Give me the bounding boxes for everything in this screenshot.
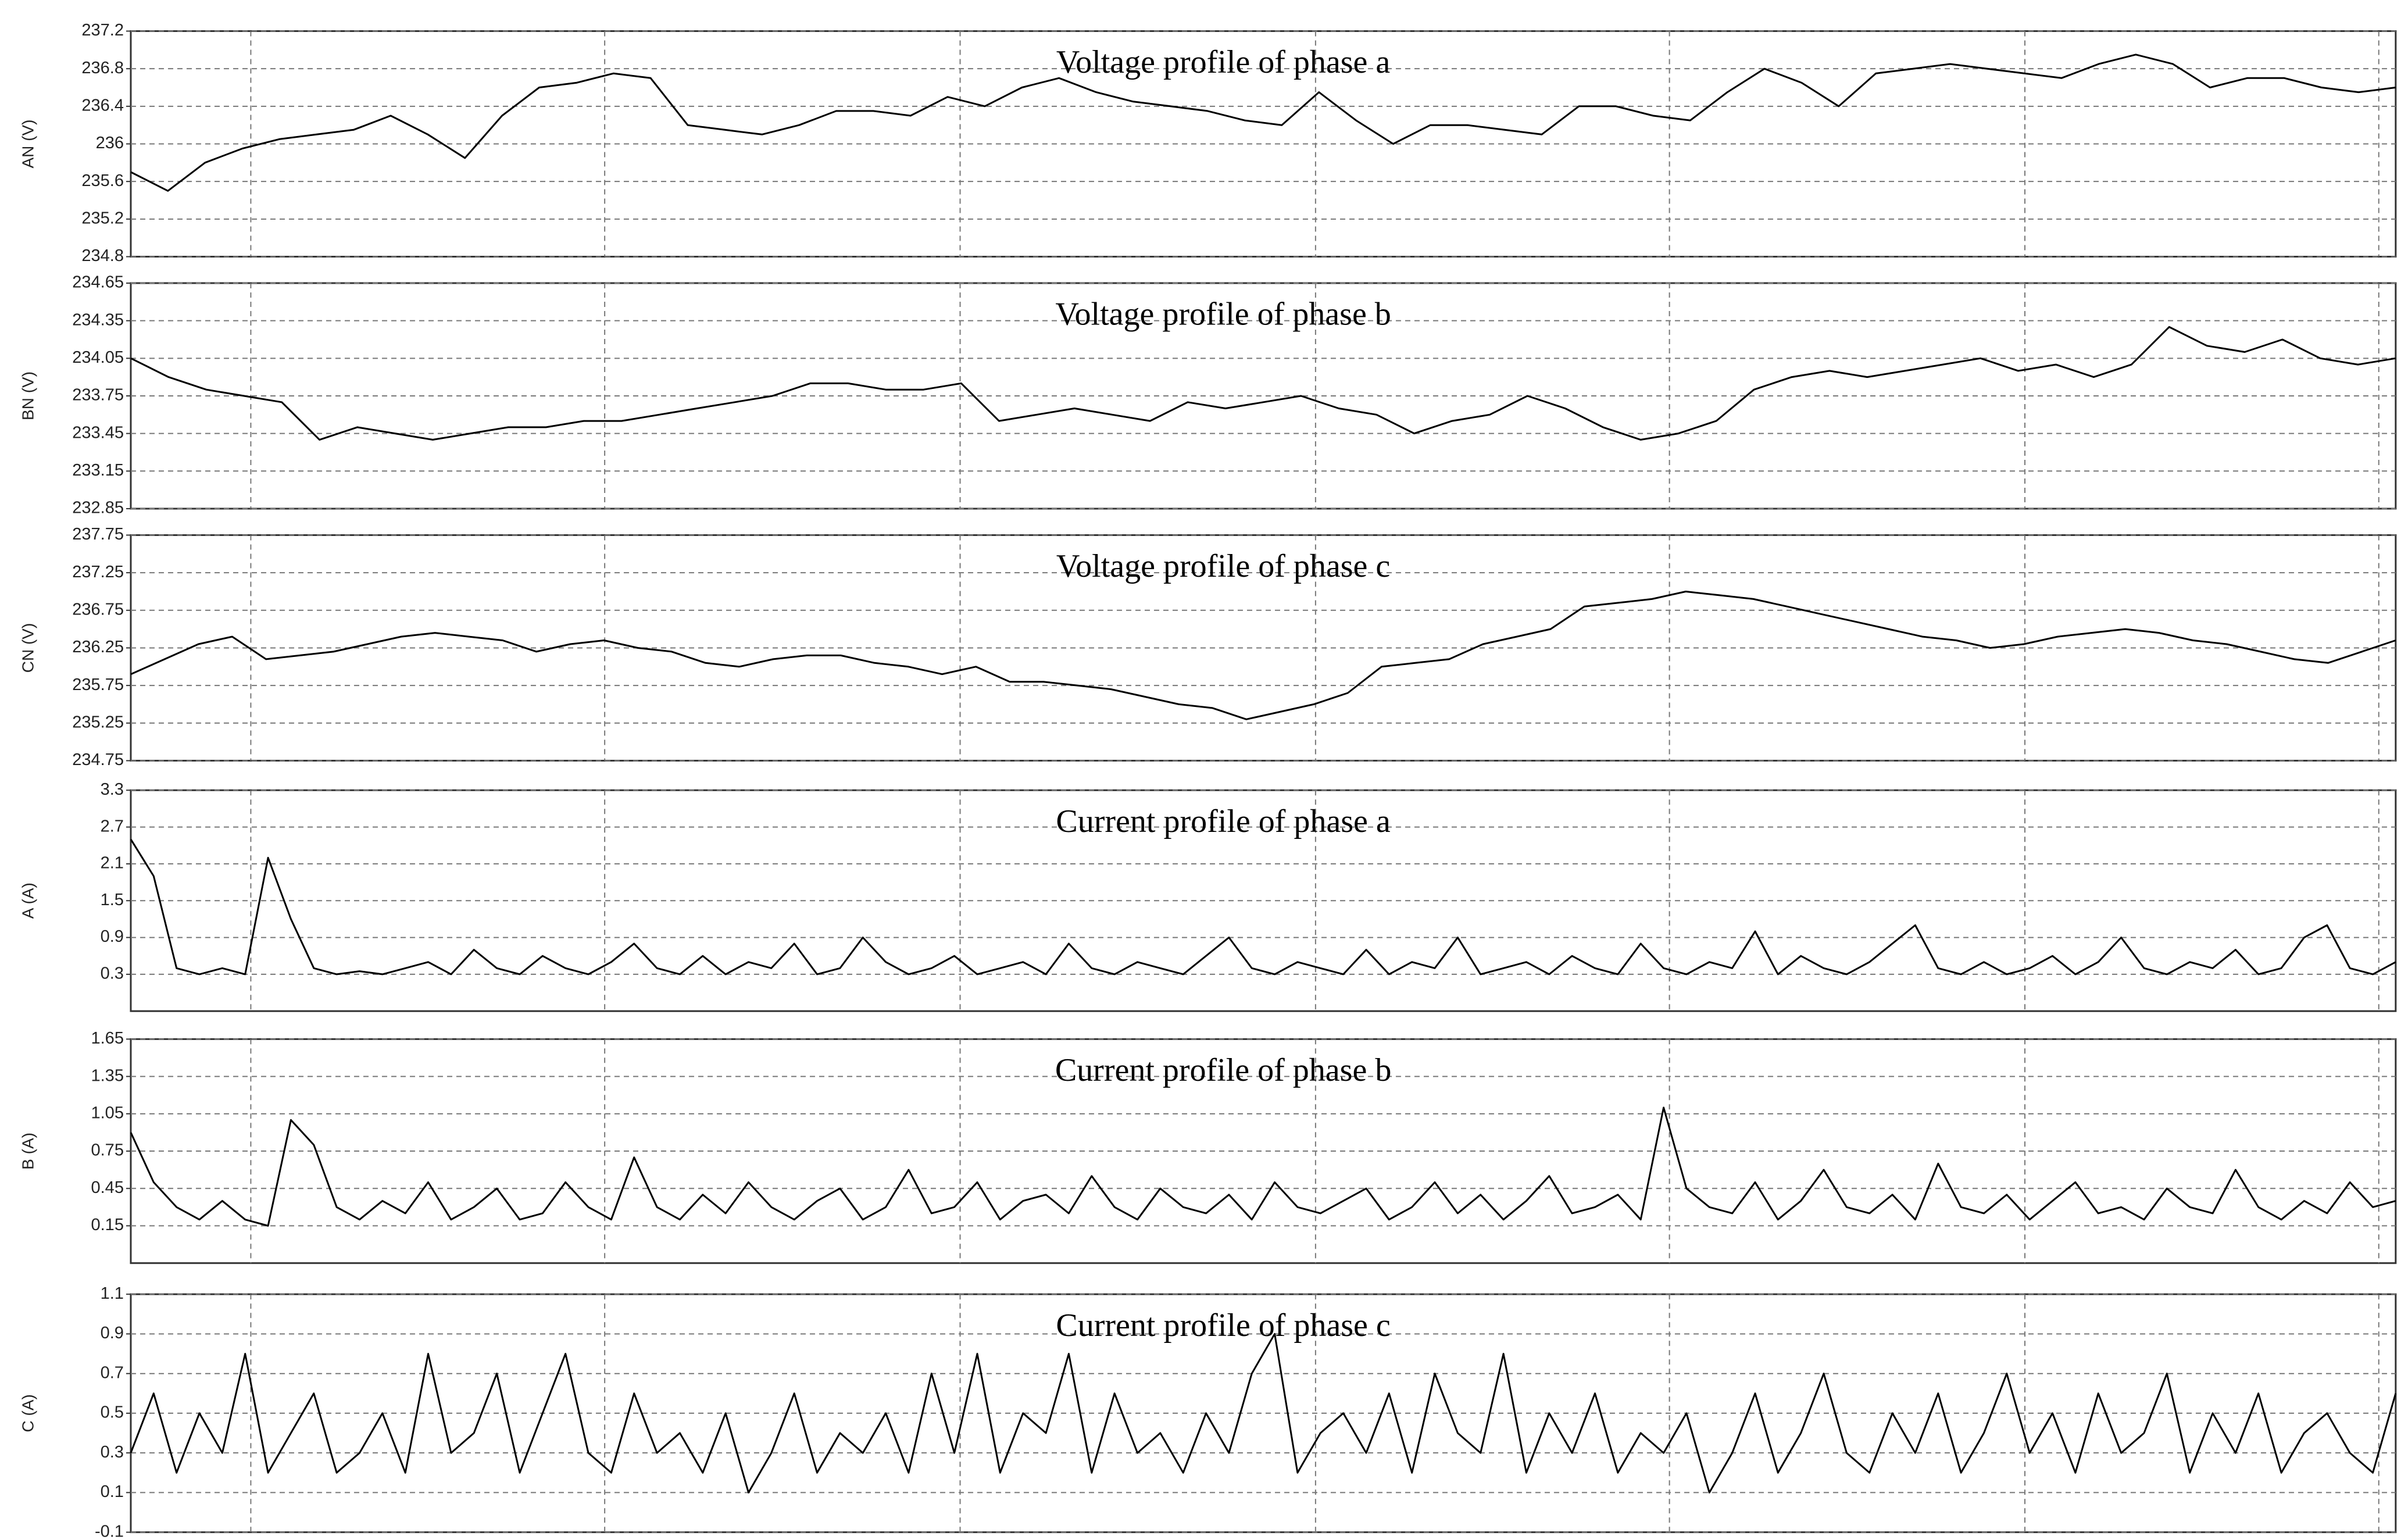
y-tick-label: 235.2: [81, 209, 124, 227]
y-tick-label: 233.75: [72, 386, 124, 405]
y-tick-label: 1.65: [91, 1029, 124, 1048]
y-tick-label: 237.75: [72, 525, 124, 544]
plot-area: [130, 534, 2397, 762]
y-tick-label: 0.3: [101, 964, 124, 983]
y-tick-label: 236.4: [81, 96, 124, 115]
plot-area: [130, 282, 2397, 510]
y-tick-label: 1.5: [101, 891, 124, 909]
y-tick-label: 235.75: [72, 676, 124, 694]
y-tick-label: 0.1: [101, 1482, 124, 1501]
y-tick-label: 234.8: [81, 246, 124, 265]
y-tick-label: 0.15: [91, 1216, 124, 1234]
data-line: [130, 838, 2396, 976]
y-tick-label: 235.25: [72, 713, 124, 731]
chart-title: Current profile of phase c: [1056, 1307, 1390, 1344]
y-tick-label: 234.05: [72, 348, 124, 367]
y-axis-label: BN (V): [19, 371, 37, 420]
y-tick-label: 236.8: [81, 59, 124, 77]
y-tick-label: 0.5: [101, 1403, 124, 1422]
data-line: [130, 326, 2396, 441]
y-tick-label: 234.35: [72, 310, 124, 329]
y-tick-label: 2.1: [101, 854, 124, 873]
y-tick-label: 0.3: [101, 1443, 124, 1462]
y-tick-label: 1.35: [91, 1066, 124, 1085]
data-line: [130, 1333, 2397, 1493]
plot-area: [130, 1038, 2397, 1264]
y-tick-label: 0.7: [101, 1363, 124, 1382]
y-tick-label: 1.1: [101, 1284, 124, 1303]
y-axis-label: A (A): [19, 882, 37, 919]
y-tick-label: 233.15: [72, 461, 124, 480]
y-axis-label: C (A): [19, 1394, 37, 1432]
y-tick-label: 237.25: [72, 563, 124, 581]
plot-area: [130, 30, 2397, 258]
chart-title: Voltage profile of phase a: [1056, 44, 1390, 80]
data-line: [130, 1106, 2396, 1227]
y-axis-label: B (A): [19, 1132, 37, 1170]
y-tick-label: 2.7: [101, 817, 124, 835]
plot-area: [130, 789, 2397, 1012]
y-tick-label: 235.6: [81, 171, 124, 190]
y-tick-label: 0.9: [101, 927, 124, 946]
y-tick-label: 234.65: [72, 273, 124, 292]
y-tick-label: 236.75: [72, 600, 124, 619]
y-axis-label: AN (V): [19, 120, 37, 169]
chart-title: Current profile of phase b: [1055, 1052, 1391, 1088]
y-tick-label: 0.75: [91, 1141, 124, 1160]
chart-title: Voltage profile of phase b: [1055, 296, 1391, 333]
data-line: [130, 53, 2396, 192]
y-tick-label: 236: [96, 134, 124, 152]
y-tick-label: -0.1: [95, 1522, 124, 1540]
y-axis-label: CN (V): [19, 623, 37, 673]
y-tick-label: 1.05: [91, 1103, 124, 1122]
y-tick-label: 237.2: [81, 21, 124, 40]
y-tick-label: 232.85: [72, 499, 124, 517]
y-tick-label: 234.75: [72, 751, 124, 769]
y-tick-label: 236.25: [72, 638, 124, 656]
y-tick-label: 3.3: [101, 780, 124, 799]
chart-title: Voltage profile of phase c: [1056, 548, 1390, 584]
y-tick-label: 233.45: [72, 423, 124, 442]
y-tick-label: 0.9: [101, 1324, 124, 1342]
chart-title: Current profile of phase a: [1056, 803, 1390, 839]
y-tick-label: 0.45: [91, 1178, 124, 1197]
data-line: [130, 591, 2396, 720]
